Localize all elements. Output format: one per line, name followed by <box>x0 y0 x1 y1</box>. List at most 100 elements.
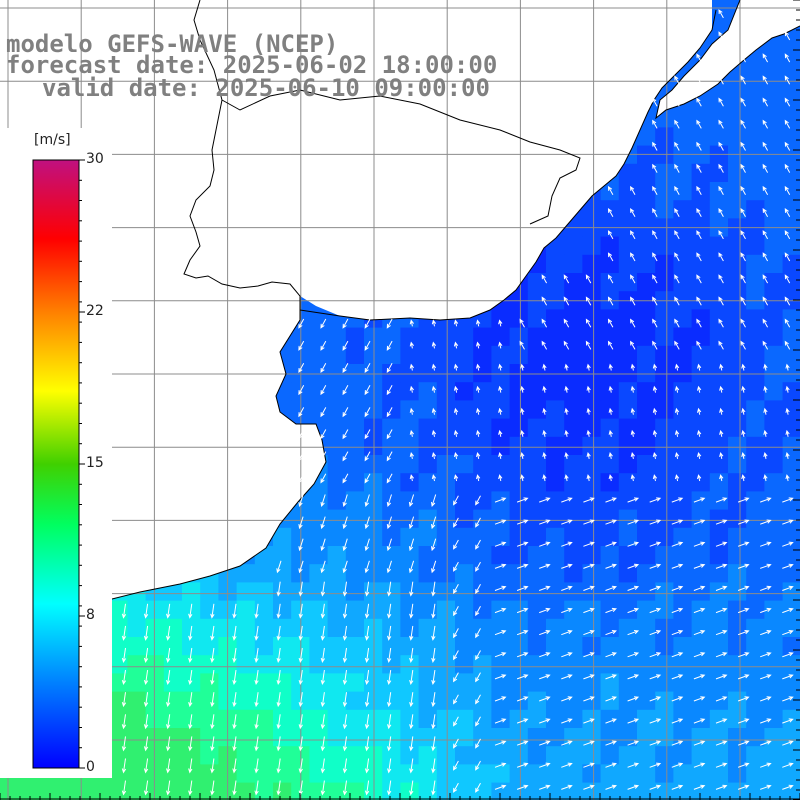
wind-arrow <box>782 585 794 591</box>
wind-arrow <box>674 385 680 393</box>
wind-arrow <box>409 647 414 663</box>
ocean-cell <box>400 455 420 474</box>
wind-arrow <box>784 75 791 85</box>
wind-arrow <box>364 385 371 396</box>
ocean-cell <box>728 691 747 711</box>
ocean-cell <box>564 254 583 274</box>
ocean-cell <box>400 327 420 347</box>
ocean-cell <box>455 345 474 365</box>
ocean-cell <box>655 582 674 602</box>
wind-arrow <box>276 581 281 597</box>
ocean-cell <box>418 345 438 365</box>
ocean-cell <box>473 382 492 401</box>
wind-arrow <box>696 97 702 107</box>
wind-arrow <box>364 714 370 730</box>
ocean-cell <box>655 418 674 438</box>
ocean-cell <box>491 345 511 365</box>
wind-arrow <box>539 541 551 547</box>
wind-arrow <box>741 429 746 437</box>
ocean-cell <box>728 364 747 383</box>
ocean-cell <box>455 673 474 693</box>
continent-land <box>0 0 712 320</box>
ocean-cell <box>582 637 602 656</box>
ocean-cell <box>728 728 747 747</box>
ocean-cell <box>618 364 638 383</box>
ocean-cell <box>418 473 438 492</box>
ocean-cell <box>746 673 765 693</box>
wind-arrow <box>539 652 551 658</box>
wind-arrow <box>583 718 595 724</box>
wind-arrow <box>674 252 680 262</box>
wind-arrow <box>696 296 702 306</box>
ocean-cell <box>127 709 147 729</box>
ocean-cell <box>400 600 420 620</box>
ocean-cell <box>382 436 401 456</box>
wind-arrow <box>409 581 414 597</box>
ocean-cell <box>637 273 656 292</box>
ocean-cell <box>764 309 784 329</box>
wind-arrow <box>741 474 746 482</box>
wind-arrow <box>719 429 724 437</box>
wind-arrow <box>652 474 658 482</box>
wind-arrow <box>630 230 636 240</box>
wind-arrow <box>605 541 617 547</box>
wind-arrow <box>453 716 459 727</box>
wind-arrow <box>693 696 706 702</box>
ocean-cell <box>127 691 147 711</box>
ocean-cell <box>145 746 165 765</box>
ocean-cell <box>509 709 529 729</box>
ocean-cell <box>746 746 765 765</box>
ocean-cell <box>600 327 620 347</box>
colorbar-tick-15: 15 <box>86 455 104 471</box>
ocean-cell <box>600 382 620 401</box>
wind-arrow <box>539 762 551 768</box>
wind-arrow <box>630 474 635 482</box>
wind-arrow <box>498 363 503 371</box>
wind-arrow <box>693 607 706 614</box>
ocean-cell <box>254 618 274 638</box>
ocean-cell <box>709 746 729 765</box>
wind-arrow <box>494 718 507 724</box>
ocean-cell <box>382 455 401 474</box>
wind-arrow <box>674 407 680 415</box>
wind-arrow <box>254 318 260 329</box>
ocean-cell <box>527 618 547 638</box>
ocean-cell <box>728 200 747 219</box>
ocean-cell <box>728 418 747 438</box>
ocean-cell <box>618 564 638 583</box>
ocean-cell <box>254 582 274 602</box>
wind-arrow <box>342 736 348 752</box>
wind-arrow <box>320 473 327 484</box>
ocean-cell <box>473 546 492 565</box>
ocean-cell <box>709 163 729 183</box>
ocean-cell <box>527 782 547 800</box>
wind-arrow <box>494 630 507 636</box>
wind-arrow <box>475 782 481 793</box>
ocean-cell <box>127 600 147 620</box>
wind-arrow <box>649 674 662 680</box>
ocean-cell <box>709 382 729 401</box>
wind-arrow <box>409 780 414 796</box>
ocean-cell <box>600 273 620 292</box>
ocean-cell <box>746 109 765 128</box>
ocean-cell <box>327 418 347 438</box>
wind-arrow <box>715 497 728 503</box>
ocean-cell <box>455 382 474 401</box>
wind-arrow <box>784 185 791 195</box>
wind-arrow <box>696 318 702 328</box>
wind-arrow <box>431 363 437 371</box>
ocean-cell <box>200 582 219 602</box>
wind-arrow <box>320 780 326 796</box>
ocean-cell <box>327 764 347 784</box>
ocean-cell <box>145 764 165 784</box>
ocean-cell <box>564 546 583 565</box>
ocean-cell <box>327 400 347 420</box>
wind-arrow <box>762 75 769 85</box>
ocean-cell <box>637 145 656 165</box>
wind-arrow <box>276 560 282 574</box>
wind-arrow <box>674 318 680 328</box>
wind-arrow <box>718 97 724 107</box>
wind-arrow <box>342 647 348 663</box>
wind-arrow <box>649 585 662 591</box>
ocean-cell <box>273 582 292 602</box>
